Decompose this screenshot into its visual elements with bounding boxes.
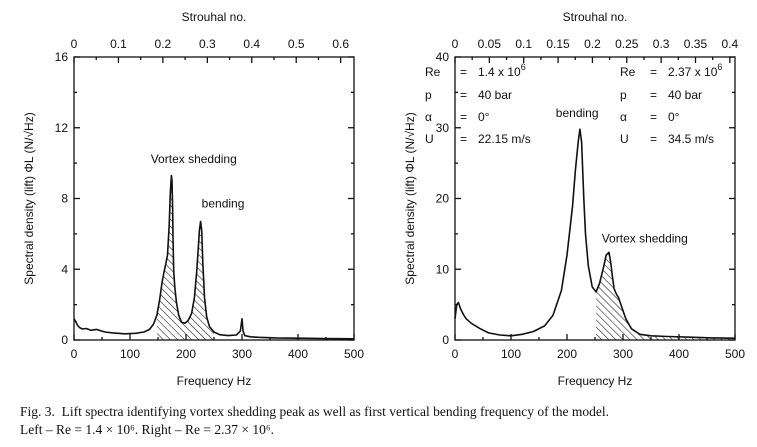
param-value: 0° — [478, 110, 490, 124]
param-symbol: α — [425, 110, 432, 124]
top-tick-label: 0.6 — [332, 37, 349, 51]
x-tick-label: 300 — [613, 347, 633, 361]
y-tick-label: 0 — [442, 333, 449, 347]
param-equals: = — [460, 88, 467, 102]
param-value: 40 bar — [668, 88, 702, 102]
param-exponent: 6 — [521, 62, 526, 72]
x-axis-title: Frequency Hz — [558, 374, 633, 388]
y-axis-title: Spectral density (lift) ΦL (N/√Hz) — [403, 112, 417, 284]
top-tick-label: 0.4 — [722, 37, 739, 51]
figure-caption: Fig. 3. Lift spectra identifying vortex … — [20, 403, 750, 439]
top-tick-label: 0.3 — [653, 37, 670, 51]
y-tick-label: 4 — [61, 262, 68, 276]
param-symbol: α — [620, 110, 627, 124]
param-equals: = — [460, 65, 467, 79]
param-equals: = — [650, 65, 657, 79]
param-equals: = — [650, 132, 657, 146]
param-value: 2.37 x 106 — [668, 62, 722, 79]
y-tick-label: 20 — [436, 192, 450, 206]
top-tick-label: 0.35 — [684, 37, 708, 51]
y-tick-label: 40 — [436, 50, 450, 64]
param-value: 22.15 m/s — [478, 132, 531, 146]
param-value: 0° — [668, 110, 680, 124]
param-symbol: Re — [620, 65, 636, 79]
top-tick-label: 0 — [71, 37, 78, 51]
param-symbol: Re — [425, 65, 441, 79]
top-tick-label: 0.1 — [515, 37, 532, 51]
top-axis-title: Strouhal no. — [563, 10, 628, 24]
top-tick-label: 0.05 — [478, 37, 502, 51]
y-tick-label: 12 — [55, 121, 69, 135]
x-tick-label: 100 — [120, 347, 140, 361]
y-tick-label: 30 — [436, 121, 450, 135]
param-symbol: p — [425, 88, 432, 102]
x-tick-label: 200 — [557, 347, 577, 361]
peak-annotation: Vortex shedding — [151, 152, 237, 166]
x-tick-label: 0 — [452, 347, 459, 361]
param-equals: = — [460, 110, 467, 124]
param-equals: = — [650, 88, 657, 102]
spectrum-line — [454, 128, 736, 339]
top-tick-label: 0 — [452, 37, 459, 51]
param-equals: = — [460, 132, 467, 146]
x-tick-label: 300 — [232, 347, 252, 361]
x-tick-label: 400 — [288, 347, 308, 361]
y-tick-label: 16 — [55, 50, 69, 64]
top-axis-title: Strouhal no. — [182, 10, 247, 24]
x-tick-label: 100 — [501, 347, 521, 361]
top-tick-label: 0.2 — [584, 37, 601, 51]
top-tick-label: 0.25 — [615, 37, 639, 51]
param-value: 1.4 x 106 — [478, 62, 526, 79]
y-tick-label: 8 — [61, 192, 68, 206]
y-tick-label: 0 — [61, 333, 68, 347]
param-symbol: U — [620, 132, 629, 146]
top-tick-label: 0.3 — [199, 37, 216, 51]
param-symbol: p — [620, 88, 627, 102]
y-tick-label: 10 — [436, 262, 450, 276]
x-tick-label: 200 — [176, 347, 196, 361]
top-tick-label: 0.15 — [546, 37, 570, 51]
shaded-area — [156, 175, 214, 340]
x-axis-title: Frequency Hz — [177, 374, 252, 388]
x-tick-label: 0 — [71, 347, 78, 361]
x-tick-label: 500 — [344, 347, 364, 361]
top-tick-label: 0.1 — [110, 37, 127, 51]
param-value: 34.5 m/s — [668, 132, 714, 146]
peak-annotation: Vortex shedding — [602, 231, 688, 245]
y-axis-title: Spectral density (lift) ΦL (N/√Hz) — [22, 112, 36, 284]
top-tick-label: 0.2 — [155, 37, 172, 51]
top-tick-label: 0.5 — [288, 37, 305, 51]
x-tick-label: 400 — [669, 347, 689, 361]
param-exponent: 6 — [717, 62, 722, 72]
top-tick-label: 0.4 — [243, 37, 260, 51]
param-equals: = — [650, 110, 657, 124]
x-tick-label: 500 — [725, 347, 745, 361]
caption-line-2: Left – Re = 1.4 × 10⁶. Right – Re = 2.37… — [20, 422, 274, 437]
param-value: 40 bar — [478, 88, 512, 102]
spectrum-line — [73, 174, 355, 340]
peak-annotation: bending — [556, 106, 599, 120]
caption-line-1: Fig. 3. Lift spectra identifying vortex … — [20, 404, 609, 419]
peak-annotation: bending — [202, 196, 245, 210]
param-symbol: U — [425, 132, 434, 146]
